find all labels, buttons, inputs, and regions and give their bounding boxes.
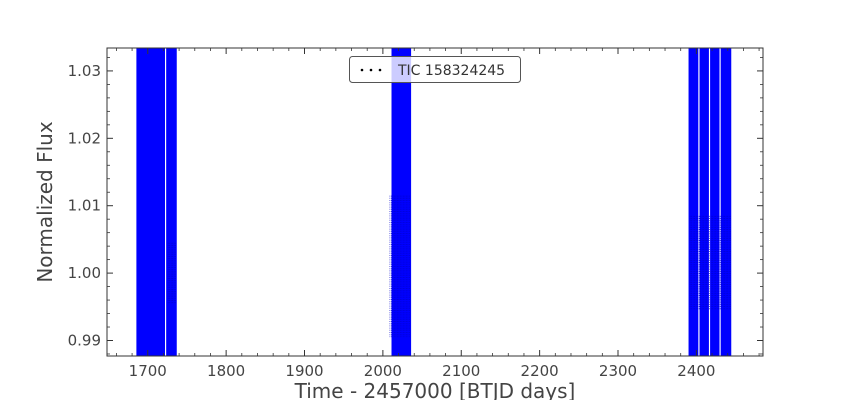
x-tick-label: 2300 [599, 362, 637, 380]
y-axis-label: Normalized Flux [33, 121, 57, 283]
x-tick-label: 1800 [207, 362, 245, 380]
y-tick-label: 1.03 [68, 62, 101, 80]
legend: TIC 158324245 [349, 56, 521, 83]
x-axis-label: Time - 2457000 [BTJD days] [294, 379, 576, 400]
axis-ticks: 1700 1800 1900 2000 2100 2200 2300 2400 0.99 1.00… [68, 48, 763, 380]
y-tick-label: 0.99 [68, 331, 101, 349]
y-tick-label: 1.02 [68, 129, 101, 147]
data-segment-5 [699, 48, 709, 356]
y-tick-label: 1.00 [68, 264, 101, 282]
x-tick-label: 2200 [521, 362, 559, 380]
data-segment-3 [391, 48, 412, 356]
plot-frame [106, 47, 764, 357]
legend-box [349, 56, 521, 83]
data-segment-4 [688, 48, 699, 356]
x-tick-label: 1700 [129, 362, 167, 380]
x-tick-label: 2100 [442, 362, 480, 380]
dense-point-cluster-2 [389, 195, 410, 338]
plot-area [136, 48, 732, 356]
legend-entry-label: TIC 158324245 [397, 63, 505, 79]
x-tick-label: 2000 [364, 362, 402, 380]
legend-marker-dots [360, 68, 382, 72]
dense-point-cluster-3 [689, 215, 731, 311]
x-tick-label: 2400 [677, 362, 715, 380]
data-segment-7 [720, 48, 732, 356]
data-segment-2 [166, 48, 177, 356]
x-tick-label: 1900 [285, 362, 323, 380]
data-segment-6 [710, 48, 720, 356]
y-tick-label: 1.01 [68, 197, 101, 215]
data-segment-1 [136, 48, 165, 356]
